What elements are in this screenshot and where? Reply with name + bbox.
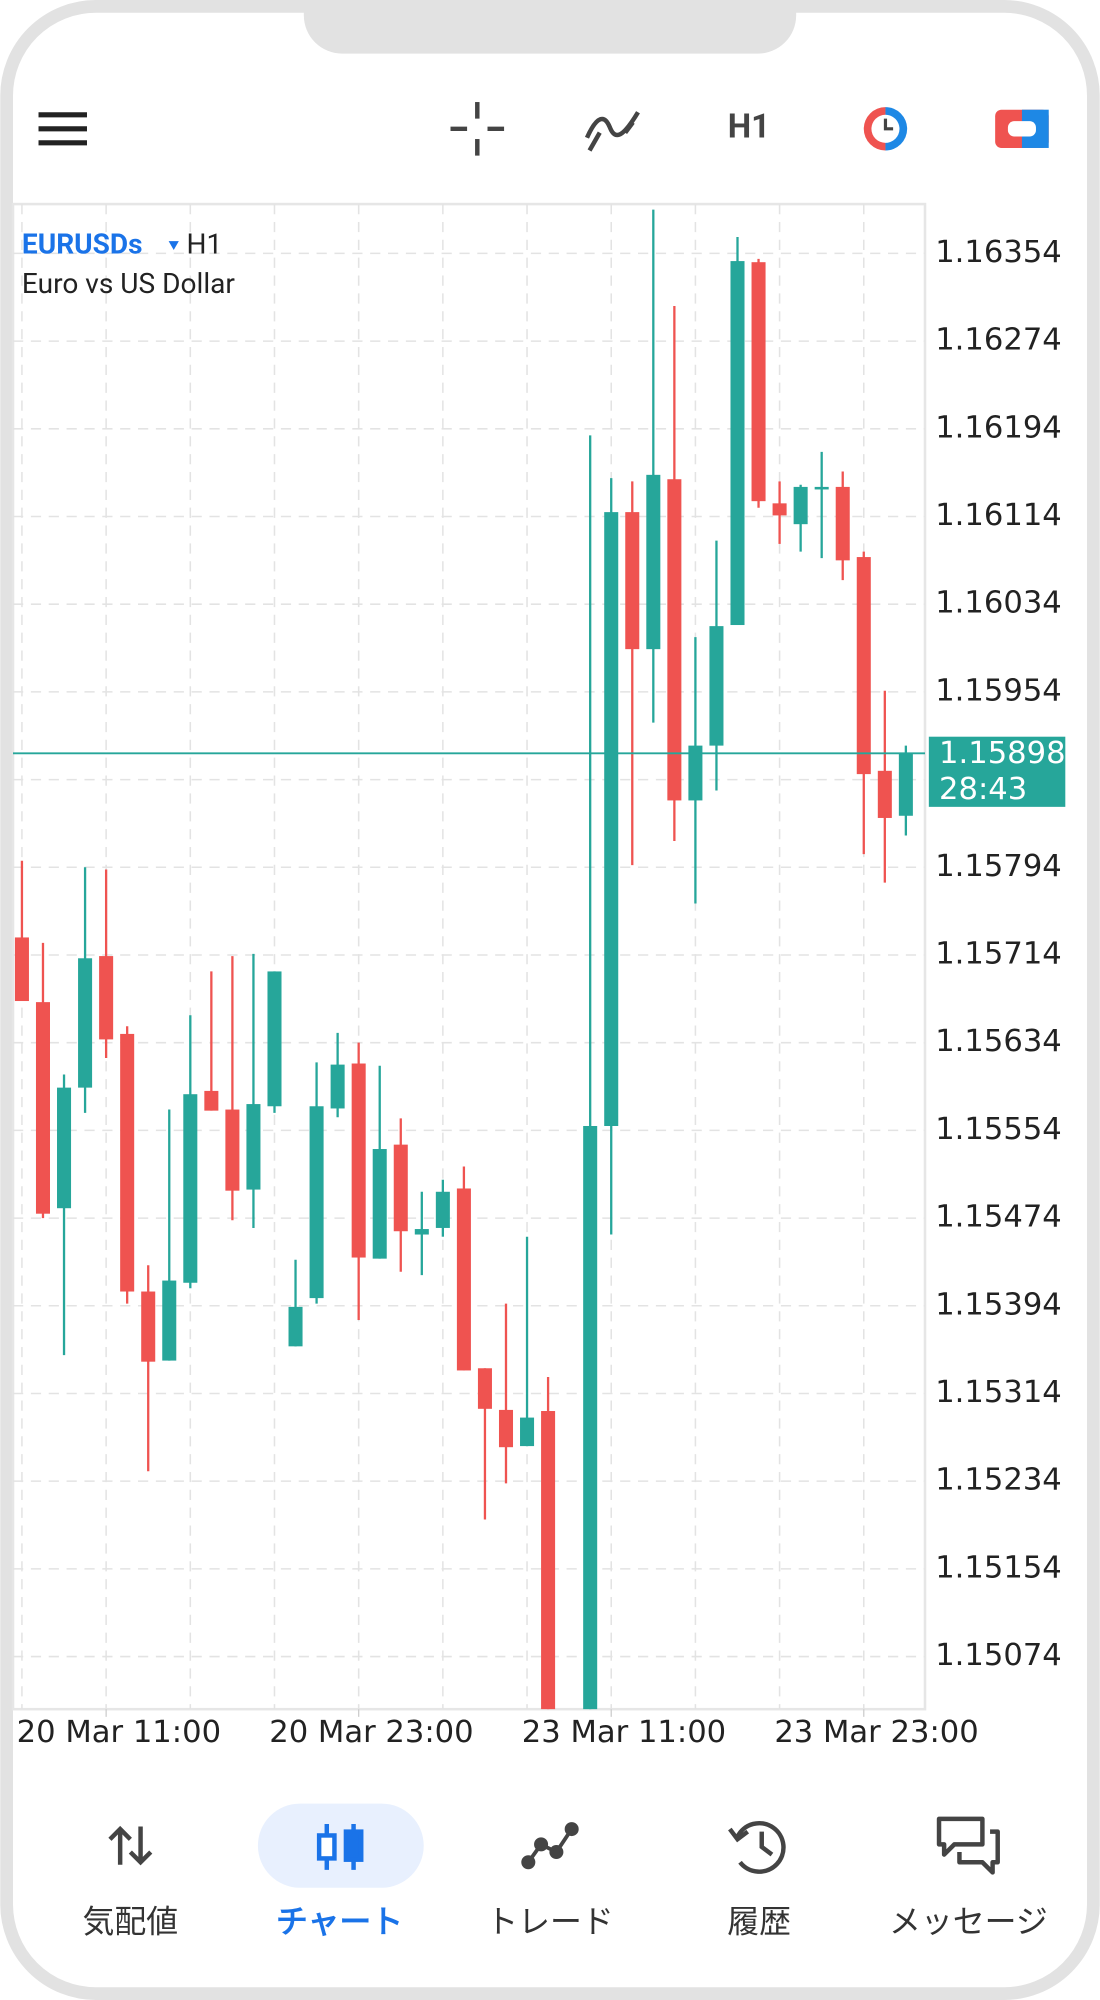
x-tick-label: 20 Mar 23:00 xyxy=(269,1715,473,1750)
candle-body xyxy=(688,745,703,801)
candle-body xyxy=(35,1002,50,1214)
x-tick-label: 20 Mar 11:00 xyxy=(17,1715,221,1750)
candle-body xyxy=(667,479,682,801)
candle-body xyxy=(498,1409,514,1448)
messages-icon[interactable] xyxy=(936,1816,1000,1875)
tab-label[interactable]: トレード xyxy=(486,1902,614,1940)
chart-timeframe: H1 xyxy=(186,228,222,261)
candle-body xyxy=(372,1149,387,1259)
tab-bar: 気配値 チャート トレード 履歴 メッセージ xyxy=(83,1803,1048,1940)
candle-body xyxy=(78,958,93,1088)
one-click-button[interactable] xyxy=(995,109,1049,148)
candle-body xyxy=(414,1229,429,1235)
candle-body xyxy=(877,770,892,818)
candle-body xyxy=(646,474,661,650)
candle-body xyxy=(477,1368,492,1409)
candle-body xyxy=(99,956,114,1040)
y-tick-label: 1.16034 xyxy=(935,586,1062,621)
candle-body xyxy=(541,1411,556,1710)
candle-body xyxy=(120,1033,135,1292)
trade-button[interactable] xyxy=(863,107,908,151)
candle-body xyxy=(141,1291,156,1362)
candle-body xyxy=(57,1087,72,1209)
x-tick-label: 23 Mar 23:00 xyxy=(774,1715,978,1750)
candle-body xyxy=(814,486,829,490)
candle-body xyxy=(730,261,745,626)
y-tick-label: 1.16354 xyxy=(935,235,1062,270)
symbol[interactable]: EURUSDs xyxy=(22,228,143,261)
history-icon[interactable] xyxy=(728,1821,786,1874)
candle-body xyxy=(604,512,619,1126)
symbol-dropdown[interactable] xyxy=(168,241,179,250)
y-tick-label: 1.15154 xyxy=(935,1550,1062,1585)
y-tick-label: 1.15074 xyxy=(935,1638,1062,1673)
candle-body xyxy=(183,1094,198,1283)
candle-body xyxy=(393,1144,408,1232)
candle-body xyxy=(835,486,850,561)
current-price-label: 1.15898 xyxy=(939,736,1066,771)
candle-body xyxy=(772,503,787,516)
candle-body xyxy=(583,1125,598,1710)
candle-body xyxy=(351,1063,366,1258)
tab-label[interactable]: 履歴 xyxy=(727,1902,791,1940)
crosshair-button[interactable] xyxy=(450,102,505,156)
candle-body xyxy=(793,486,808,525)
y-tick-label: 1.15954 xyxy=(935,673,1062,708)
symbol-description: Euro vs US Dollar xyxy=(22,267,235,300)
x-tick-label: 23 Mar 11:00 xyxy=(522,1715,726,1750)
tab-label[interactable]: メッセージ xyxy=(889,1902,1048,1940)
trade-icon[interactable] xyxy=(521,1822,579,1870)
candle-body xyxy=(309,1106,324,1299)
candle-body xyxy=(625,512,640,650)
active-tab-highlight xyxy=(257,1803,424,1888)
y-tick-label: 1.15394 xyxy=(935,1287,1062,1322)
y-tick-label: 1.15554 xyxy=(935,1112,1062,1147)
y-tick-label: 1.15634 xyxy=(935,1024,1062,1059)
candle-body xyxy=(709,626,724,746)
current-price-box xyxy=(928,736,1066,807)
notch xyxy=(303,0,797,54)
candle-body xyxy=(14,937,29,1002)
y-tick-label: 1.16114 xyxy=(935,498,1062,533)
candle-body xyxy=(267,971,282,1107)
y-tick-label: 1.15234 xyxy=(935,1463,1062,1498)
plot-border xyxy=(11,202,927,1711)
candle-body xyxy=(435,1191,450,1228)
candle-body xyxy=(225,1109,240,1191)
y-tick-label: 1.15714 xyxy=(935,936,1062,971)
menu-button[interactable] xyxy=(38,112,87,146)
timeframe-button[interactable]: H1 xyxy=(728,108,770,147)
candle-body xyxy=(751,262,766,502)
candle-body xyxy=(288,1306,303,1347)
candle-body xyxy=(204,1090,219,1111)
candle-body xyxy=(898,753,913,816)
candle-body xyxy=(456,1188,471,1371)
indicator-button[interactable] xyxy=(584,111,640,152)
chart-icon[interactable] xyxy=(316,1823,364,1870)
candle-body xyxy=(246,1104,261,1190)
tab-label[interactable]: 気配値 xyxy=(83,1902,179,1940)
quotes-icon[interactable] xyxy=(108,1825,153,1866)
y-tick-label: 1.16194 xyxy=(935,410,1062,445)
y-tick-label: 1.16274 xyxy=(935,323,1062,358)
candle-body xyxy=(856,557,871,775)
candle-body xyxy=(330,1064,345,1109)
candle-body xyxy=(520,1417,535,1447)
candle-body xyxy=(162,1280,177,1361)
y-tick-label: 1.15474 xyxy=(935,1200,1062,1235)
y-tick-label: 1.15314 xyxy=(935,1375,1062,1410)
y-tick-label: 1.15794 xyxy=(935,849,1062,884)
tab-label[interactable]: チャート xyxy=(276,1902,403,1940)
countdown-label: 28:43 xyxy=(939,772,1027,807)
chart: EURUSDs H1 Euro vs US Dollar 1.16354 1.16… xyxy=(11,202,1066,1750)
